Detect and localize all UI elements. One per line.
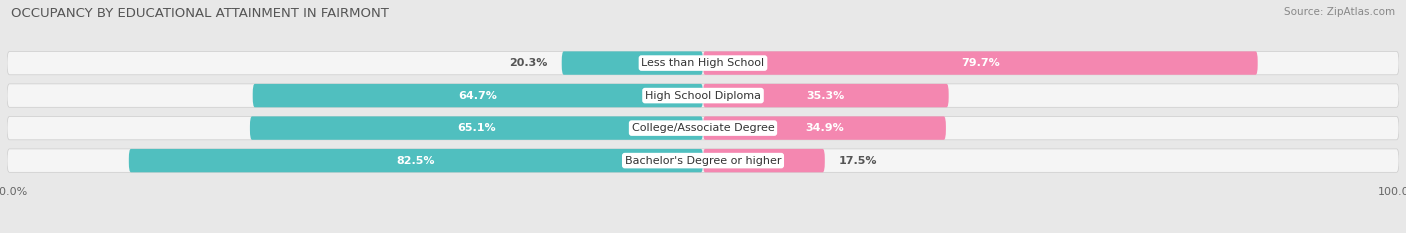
FancyBboxPatch shape xyxy=(562,51,703,75)
Text: 34.9%: 34.9% xyxy=(806,123,844,133)
Text: 79.7%: 79.7% xyxy=(960,58,1000,68)
FancyBboxPatch shape xyxy=(253,84,703,107)
FancyBboxPatch shape xyxy=(7,84,1399,107)
FancyBboxPatch shape xyxy=(7,51,1399,75)
Text: Bachelor's Degree or higher: Bachelor's Degree or higher xyxy=(624,156,782,166)
Text: 64.7%: 64.7% xyxy=(458,91,498,101)
FancyBboxPatch shape xyxy=(129,149,703,172)
FancyBboxPatch shape xyxy=(7,116,1399,140)
Text: Source: ZipAtlas.com: Source: ZipAtlas.com xyxy=(1284,7,1395,17)
FancyBboxPatch shape xyxy=(703,84,949,107)
FancyBboxPatch shape xyxy=(703,116,946,140)
FancyBboxPatch shape xyxy=(703,51,1258,75)
Text: 17.5%: 17.5% xyxy=(839,156,877,166)
Text: 35.3%: 35.3% xyxy=(807,91,845,101)
FancyBboxPatch shape xyxy=(250,116,703,140)
Text: Less than High School: Less than High School xyxy=(641,58,765,68)
Text: OCCUPANCY BY EDUCATIONAL ATTAINMENT IN FAIRMONT: OCCUPANCY BY EDUCATIONAL ATTAINMENT IN F… xyxy=(11,7,389,20)
FancyBboxPatch shape xyxy=(7,149,1399,172)
Text: 20.3%: 20.3% xyxy=(509,58,548,68)
Text: High School Diploma: High School Diploma xyxy=(645,91,761,101)
Text: College/Associate Degree: College/Associate Degree xyxy=(631,123,775,133)
Text: 82.5%: 82.5% xyxy=(396,156,436,166)
Text: 65.1%: 65.1% xyxy=(457,123,496,133)
FancyBboxPatch shape xyxy=(703,149,825,172)
